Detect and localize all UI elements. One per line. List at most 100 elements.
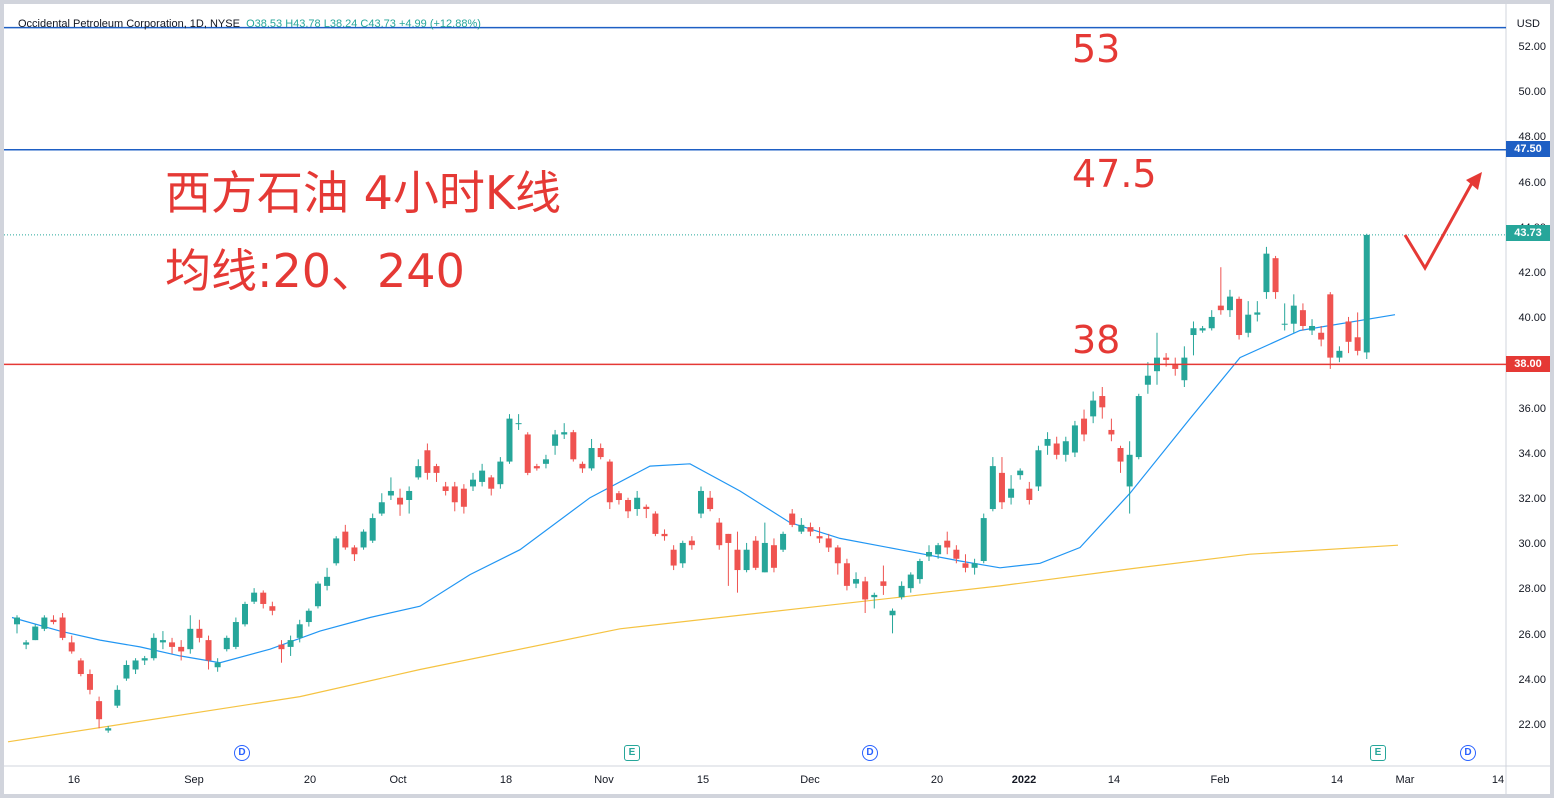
- candle-body: [1062, 441, 1069, 455]
- title-annotation: 西方石油 4小时K线: [165, 166, 562, 220]
- x-tick-label: Mar: [1395, 774, 1415, 786]
- candle: [1245, 301, 1252, 338]
- x-tick-label: 20: [303, 774, 317, 786]
- candle: [1053, 436, 1060, 460]
- dividend-marker[interactable]: D: [234, 745, 250, 761]
- y-tick-label: 28.00: [1518, 583, 1546, 596]
- candle-body: [159, 640, 166, 643]
- candle: [998, 457, 1005, 510]
- candle-body: [643, 506, 650, 510]
- x-tick-label: 14: [1491, 774, 1505, 786]
- candle: [752, 536, 759, 571]
- candle-body: [214, 662, 221, 668]
- candle: [205, 635, 212, 670]
- candle-body: [205, 640, 212, 661]
- candle-body: [652, 513, 659, 534]
- candle-body: [470, 479, 476, 487]
- candle-body: [314, 583, 321, 607]
- currency-label: USD: [1516, 18, 1540, 30]
- earnings-marker[interactable]: E: [624, 745, 640, 761]
- candle-body: [1163, 357, 1170, 360]
- x-tick-label: 20: [930, 774, 944, 786]
- candle-body: [369, 518, 376, 541]
- candle-body: [971, 563, 978, 568]
- candle-body: [406, 490, 413, 500]
- candle-body: [862, 581, 869, 600]
- candle-body: [287, 640, 294, 647]
- candle: [196, 619, 203, 643]
- candle: [688, 536, 695, 550]
- candle-body: [1190, 328, 1197, 336]
- y-tick-label: 24.00: [1518, 673, 1546, 686]
- candle-body: [1345, 321, 1352, 342]
- candle-body: [597, 448, 604, 458]
- candle: [707, 490, 714, 512]
- candle: [406, 486, 413, 514]
- candle: [305, 608, 312, 627]
- candle: [1336, 346, 1343, 363]
- candle-body: [187, 628, 194, 650]
- candle-body: [1226, 296, 1233, 311]
- candle: [123, 660, 130, 681]
- candle-body: [834, 547, 841, 564]
- y-tick-label: 36.00: [1518, 402, 1546, 415]
- candle: [1172, 357, 1179, 376]
- candle-body: [397, 497, 404, 505]
- candle-body: [114, 689, 121, 706]
- candle-body: [588, 448, 595, 469]
- candle: [935, 542, 942, 559]
- candle: [1071, 420, 1078, 458]
- candle: [606, 459, 613, 510]
- candle-body: [451, 486, 458, 503]
- candle: [415, 459, 422, 480]
- y-tick-label: 22.00: [1518, 719, 1546, 731]
- candle: [515, 414, 522, 430]
- candle-body: [433, 466, 440, 473]
- dividend-marker[interactable]: D: [1460, 745, 1476, 761]
- candle-body: [305, 610, 312, 623]
- candle: [50, 615, 57, 625]
- candle: [251, 588, 258, 604]
- candle: [907, 572, 914, 593]
- candle: [351, 545, 358, 562]
- candle: [834, 545, 841, 575]
- candle-body: [661, 533, 668, 537]
- candle: [187, 615, 194, 654]
- candle-body: [570, 432, 577, 460]
- candle-body: [1035, 450, 1042, 487]
- candle: [1135, 393, 1142, 460]
- candle: [506, 414, 513, 464]
- candle-body: [880, 581, 887, 586]
- candle-body: [86, 674, 93, 690]
- candle-body: [816, 536, 823, 539]
- candle-body: [59, 617, 66, 638]
- ma20-line: [11, 314, 1396, 664]
- candle-body: [1363, 234, 1370, 353]
- candle-body: [716, 522, 723, 546]
- candle: [14, 615, 20, 634]
- candle: [561, 423, 568, 439]
- candle: [178, 640, 185, 661]
- candle: [41, 615, 48, 632]
- candle: [269, 601, 276, 616]
- candle: [634, 490, 641, 516]
- y-tick-label: 34.00: [1518, 447, 1546, 460]
- candle: [552, 429, 559, 455]
- candle-body: [269, 606, 276, 611]
- candle: [333, 536, 340, 566]
- candle: [670, 545, 677, 571]
- candle: [1062, 436, 1069, 462]
- candle: [242, 601, 248, 627]
- candle: [853, 572, 860, 589]
- earnings-marker[interactable]: E: [1370, 745, 1386, 761]
- candle-body: [1354, 337, 1361, 351]
- candle-body: [1117, 448, 1124, 462]
- candle-body: [1217, 305, 1224, 311]
- candle-body: [935, 545, 942, 555]
- candle-body: [41, 617, 48, 629]
- dividend-marker[interactable]: D: [862, 745, 878, 761]
- candle-body: [178, 646, 185, 652]
- candle-body: [515, 423, 522, 425]
